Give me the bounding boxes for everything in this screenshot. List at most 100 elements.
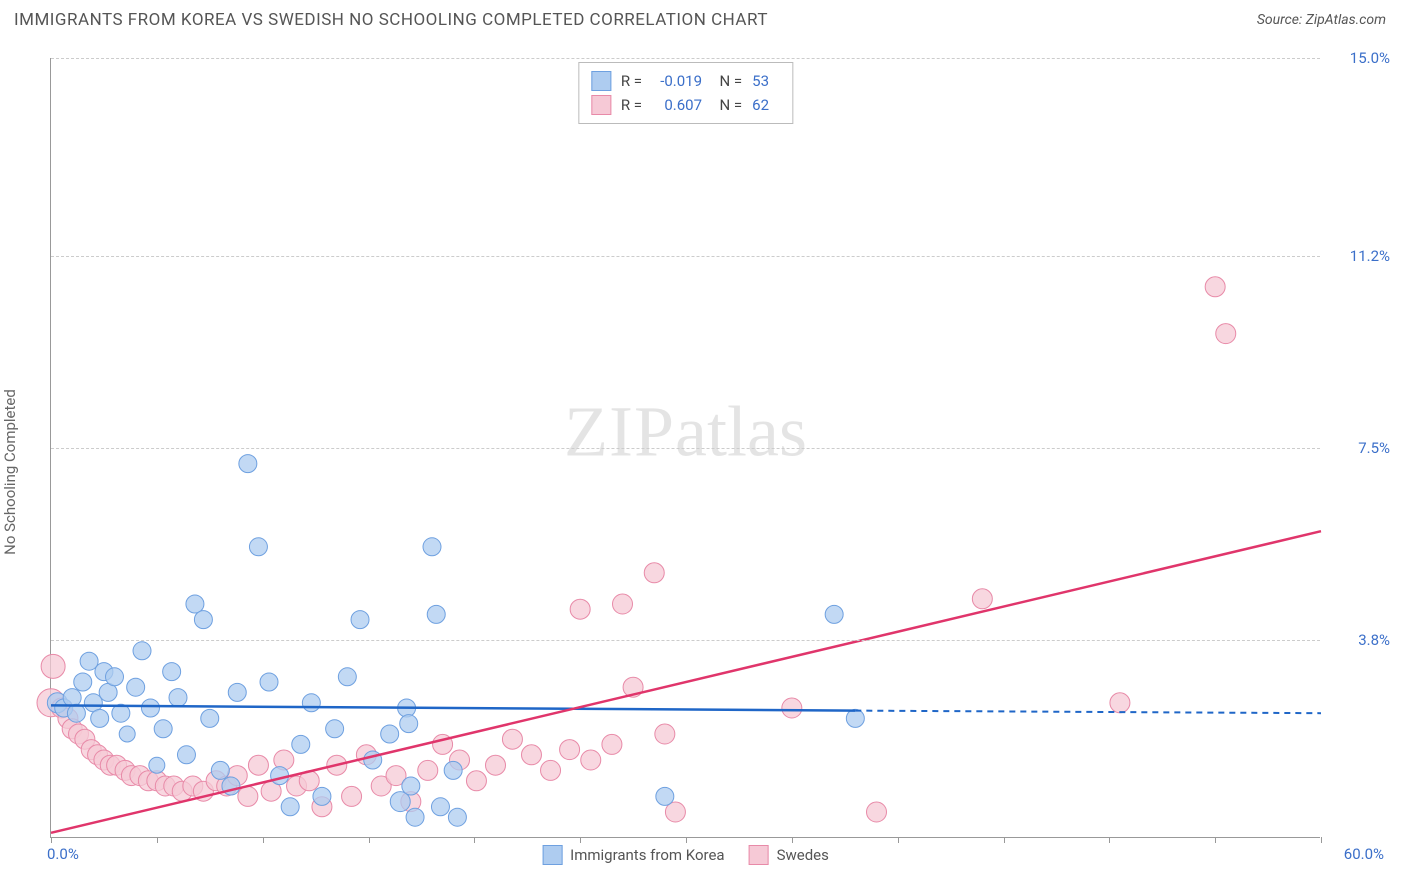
data-point-korea [313, 787, 331, 805]
data-point-korea [186, 595, 204, 613]
data-point-korea [74, 673, 92, 691]
data-point-swedes [972, 589, 992, 609]
stats-legend: R = -0.019 N = 53 R = 0.607 N = 62 [578, 62, 793, 124]
legend-item-swedes: Swedes [749, 845, 829, 865]
data-point-swedes [613, 594, 633, 614]
gridline [51, 58, 1320, 59]
source-prefix: Source: [1257, 12, 1306, 28]
data-point-korea [281, 798, 299, 816]
gridline [51, 448, 1320, 449]
gridline [51, 640, 1320, 641]
data-point-korea [67, 704, 85, 722]
x-tick [792, 837, 793, 843]
data-point-swedes [486, 755, 506, 775]
y-tick-label: 15.0% [1330, 49, 1390, 67]
data-point-korea [351, 611, 369, 629]
data-point-korea [63, 689, 81, 707]
data-point-korea [149, 757, 165, 773]
data-point-korea [91, 709, 109, 727]
data-point-swedes [1110, 693, 1130, 713]
data-point-korea [402, 777, 420, 795]
legend-label-korea: Immigrants from Korea [570, 846, 724, 864]
source-name: ZipAtlas.com [1306, 12, 1386, 28]
series-legend: Immigrants from Korea Swedes [542, 845, 829, 865]
data-point-swedes [418, 760, 438, 780]
data-point-swedes [560, 740, 580, 760]
data-point-swedes [541, 760, 561, 780]
data-point-korea [338, 668, 356, 686]
data-point-swedes [867, 802, 887, 822]
gridline [51, 256, 1320, 257]
data-point-korea [133, 642, 151, 660]
data-point-swedes [570, 599, 590, 619]
x-tick [580, 837, 581, 843]
data-point-korea [400, 715, 418, 733]
legend-label-swedes: Swedes [777, 846, 829, 864]
r-label: R = [621, 93, 642, 117]
regression-line-dash-korea [855, 711, 1321, 714]
data-point-korea [127, 678, 145, 696]
x-tick [369, 837, 370, 843]
y-tick-label: 11.2% [1330, 247, 1390, 265]
chart-header: IMMIGRANTS FROM KOREA VS SWEDISH NO SCHO… [0, 0, 1406, 38]
regression-line-korea [51, 705, 855, 710]
x-tick [1109, 837, 1110, 843]
data-point-swedes [655, 724, 675, 744]
y-tick-label: 7.5% [1330, 439, 1390, 457]
data-point-korea [656, 787, 674, 805]
x-tick [1004, 837, 1005, 843]
data-point-korea [260, 673, 278, 691]
data-point-korea [163, 663, 181, 681]
data-point-korea [406, 808, 424, 826]
data-point-korea [141, 699, 159, 717]
data-point-korea [271, 767, 289, 785]
data-point-korea [427, 605, 445, 623]
data-point-korea [211, 761, 229, 779]
x-tick [51, 837, 52, 843]
data-point-swedes [342, 786, 362, 806]
data-point-korea [228, 683, 246, 701]
data-point-swedes [466, 771, 486, 791]
x-origin-label: 0.0% [47, 845, 79, 863]
x-max-label: 60.0% [1344, 845, 1384, 863]
data-point-korea [292, 735, 310, 753]
x-tick [157, 837, 158, 843]
x-tick [1321, 837, 1322, 843]
data-point-korea [119, 726, 135, 742]
data-point-swedes [602, 734, 622, 754]
x-tick [898, 837, 899, 843]
data-point-korea [423, 538, 441, 556]
n-value-korea: 53 [752, 69, 780, 93]
data-point-swedes [41, 654, 65, 678]
x-tick [263, 837, 264, 843]
data-point-korea [444, 761, 462, 779]
data-point-swedes [521, 745, 541, 765]
data-point-korea [239, 455, 257, 473]
chart-title: IMMIGRANTS FROM KOREA VS SWEDISH NO SCHO… [14, 10, 768, 30]
y-axis-label: No Schooling Completed [1, 389, 19, 555]
data-point-swedes [248, 755, 268, 775]
x-tick [474, 837, 475, 843]
n-label: N = [712, 93, 742, 117]
data-point-korea [154, 720, 172, 738]
stats-row-korea: R = -0.019 N = 53 [591, 69, 780, 93]
r-label: R = [621, 69, 642, 93]
data-point-korea [106, 668, 124, 686]
data-point-korea [177, 746, 195, 764]
n-value-swedes: 62 [752, 93, 780, 117]
chart-source: Source: ZipAtlas.com [1257, 12, 1386, 28]
swatch-korea [591, 71, 611, 91]
y-tick-label: 3.8% [1330, 631, 1390, 649]
data-point-swedes [581, 750, 601, 770]
r-value-korea: -0.019 [652, 69, 702, 93]
data-point-korea [825, 605, 843, 623]
data-point-korea [201, 709, 219, 727]
data-point-korea [448, 808, 466, 826]
data-point-swedes [502, 729, 522, 749]
plot-area: ZIPatlas R = -0.019 N = 53 R = 0.607 N =… [50, 58, 1320, 838]
data-point-korea [381, 725, 399, 743]
swatch-swedes [591, 95, 611, 115]
data-point-korea [194, 611, 212, 629]
x-tick [1215, 837, 1216, 843]
x-tick [686, 837, 687, 843]
